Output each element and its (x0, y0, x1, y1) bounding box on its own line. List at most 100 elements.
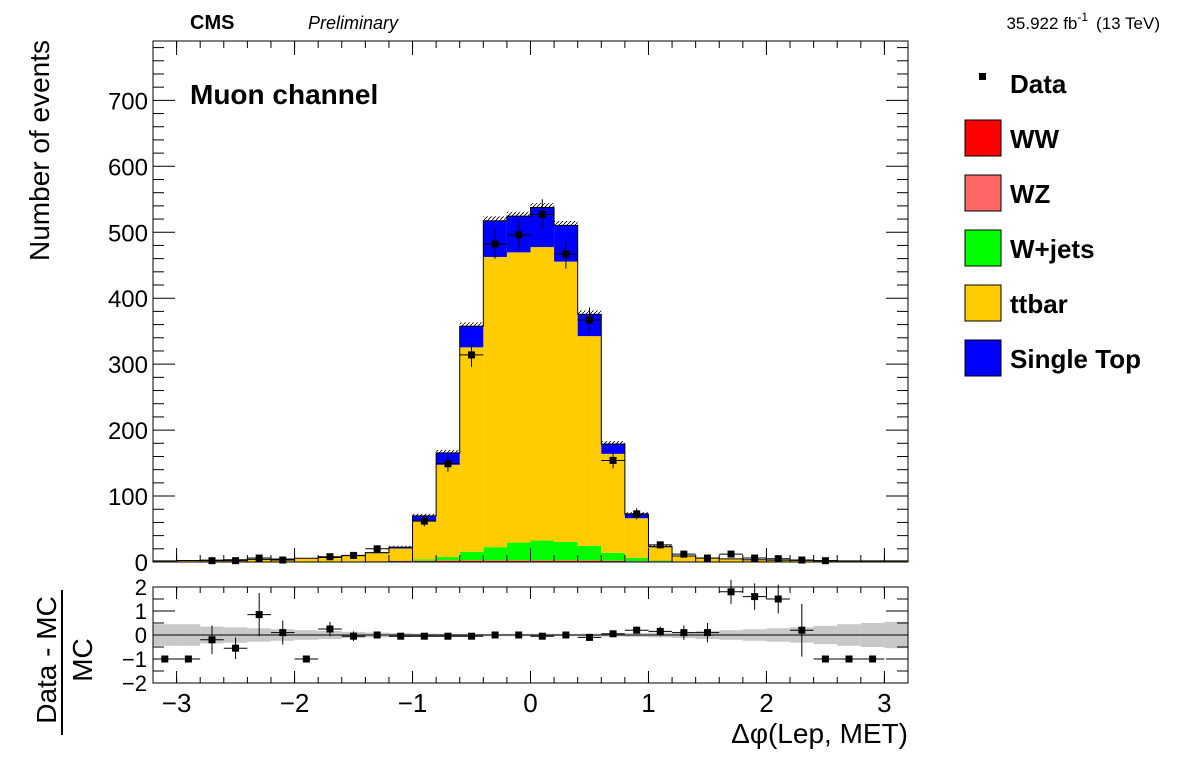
ratio-point (302, 655, 310, 663)
x-tick-label: 1 (641, 688, 655, 718)
data-point (821, 557, 829, 565)
bar-ww (459, 560, 484, 562)
lumi-value: 35.922 fb (1006, 14, 1077, 33)
bar-w-jets (648, 560, 673, 562)
data-point (491, 240, 499, 248)
legend-label-single-top: Single Top (1010, 344, 1141, 374)
legend-label-wz: WZ (1010, 179, 1051, 209)
stacked-bars (152, 207, 909, 562)
data-point (444, 460, 452, 468)
ratio-y-tick-label: 1 (135, 599, 147, 624)
data-point (609, 456, 617, 464)
data-point (373, 545, 381, 553)
data-point (468, 351, 476, 359)
ratio-point (727, 588, 735, 596)
bar-single-top (459, 326, 484, 348)
data-point (774, 555, 782, 563)
bar-w-jets (624, 557, 649, 562)
mc-uncertainty (412, 513, 437, 516)
ratio-plot: 210−1−2−3 −2 −1 0 1 2 3 Data - MC MC Δφ(Lep, M… (31, 575, 909, 749)
ratio-point (585, 633, 593, 641)
bar-ttbar (554, 261, 578, 542)
legend-marker-data (979, 73, 986, 80)
ratio-y-title-top: Data - MC (31, 596, 62, 724)
bar-single-top (601, 443, 625, 454)
x-tick-label: 3 (877, 688, 891, 718)
x-axis-title: Δφ(Lep, MET) (731, 718, 908, 749)
legend-swatch-ttbar (964, 284, 1002, 322)
main-plot: 0 100 200 300 400 500 600 700 Muon channel Numb… (24, 40, 909, 577)
y-tick-label: 100 (108, 484, 148, 511)
bar-ttbar (483, 256, 507, 548)
data-point (562, 250, 570, 258)
bar-single-top (388, 547, 413, 549)
data-point (751, 554, 759, 562)
bar-ttbar (294, 558, 319, 562)
data-point (798, 556, 806, 564)
bar-ttbar (412, 521, 437, 560)
ratio-point (562, 631, 570, 639)
data-point (515, 231, 523, 239)
legend-label-w-jets: W+jets (1010, 234, 1095, 264)
ratio-point (326, 625, 334, 633)
mc-uncertainty (601, 441, 625, 444)
ratio-y-tick-label: −2 (122, 671, 147, 696)
ratio-point (774, 595, 782, 603)
data-point (585, 316, 593, 324)
bar-ww (436, 560, 460, 562)
mc-uncertainty (436, 450, 460, 453)
ratio-points (153, 579, 885, 663)
ratio-point (751, 593, 759, 601)
data-point (703, 554, 711, 562)
bar-ttbar (530, 247, 555, 541)
legend-label-ww: WW (1010, 124, 1060, 154)
lumi-label: 35.922 fb-1 (13 TeV) (1006, 10, 1160, 33)
ratio-point (491, 631, 499, 639)
data-point (255, 554, 263, 562)
bar-ww (483, 560, 507, 562)
mc-uncertainty (483, 216, 507, 221)
bar-w-jets (530, 540, 555, 561)
y-tick-label: 0 (135, 550, 148, 577)
ratio-point (845, 655, 853, 663)
mc-uncertainty (506, 211, 531, 217)
ratio-point (515, 631, 523, 639)
ratio-point (821, 655, 829, 663)
bar-w-jets (577, 545, 602, 561)
ratio-point (538, 632, 546, 640)
data-points (200, 199, 838, 565)
ratio-point (656, 627, 664, 635)
bar-ttbar (624, 518, 649, 558)
mc-uncertainty (459, 322, 484, 327)
mc-uncertainty (554, 220, 578, 226)
legend-label-ttbar: ttbar (1010, 289, 1068, 319)
ratio-point (420, 632, 428, 640)
y-tick-label: 500 (108, 220, 148, 247)
lumi-exponent: -1 (1077, 10, 1088, 24)
legend-swatch-wz (964, 174, 1002, 212)
data-point (538, 210, 546, 218)
bar-ttbar (506, 252, 531, 543)
ratio-point (609, 630, 617, 638)
energy-label: (13 TeV) (1096, 14, 1160, 33)
ratio-point (869, 655, 877, 663)
ratio-axis-ticks: 210−1−2−3 −2 −1 0 1 2 3 (122, 575, 909, 718)
bar-w-jets (506, 542, 531, 561)
y-tick-label: 400 (108, 286, 148, 313)
data-point (279, 556, 287, 564)
ratio-y-tick-label: 0 (135, 623, 147, 648)
ratio-point (703, 629, 711, 637)
bar-ttbar (436, 464, 460, 558)
y-tick-label: 300 (108, 352, 148, 379)
ratio-y-tick-label: −1 (122, 647, 147, 672)
ratio-point (232, 644, 240, 652)
data-point (208, 557, 216, 565)
y-tick-label: 200 (108, 418, 148, 445)
y-tick-label: 600 (108, 154, 148, 181)
main-axis-ticks: 0 100 200 300 400 500 600 700 (108, 41, 909, 577)
x-tick-label: 2 (759, 688, 773, 718)
bar-ww (506, 560, 531, 562)
ratio-point (633, 626, 641, 634)
legend-swatch-single-top (964, 339, 1002, 377)
y-tick-label: 700 (108, 88, 148, 115)
